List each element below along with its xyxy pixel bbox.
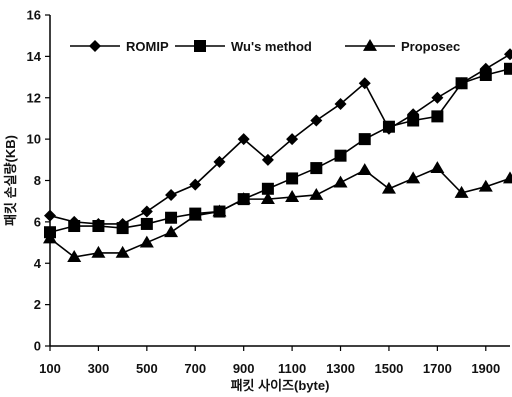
y-tick-label: 8 xyxy=(34,173,41,188)
plot-axes: 0 2 4 6 8 10 12 14 16 100 300 500 700 900 1100 1300 150… xyxy=(27,8,510,376)
data-point xyxy=(357,163,372,176)
series-triangle xyxy=(43,161,512,262)
legend-label: Wu's method xyxy=(231,39,312,54)
series-diamond xyxy=(44,48,512,230)
data-point xyxy=(116,222,129,235)
data-point xyxy=(261,182,274,195)
data-point xyxy=(381,181,396,194)
data-point xyxy=(504,48,512,61)
legend: ROMIP Wu's method Proposec xyxy=(70,39,460,54)
data-point xyxy=(139,235,154,248)
data-point xyxy=(478,179,493,192)
data-point xyxy=(334,97,347,110)
data-point xyxy=(333,175,348,188)
y-tick-label: 4 xyxy=(34,256,42,271)
data-point xyxy=(68,220,81,233)
data-point xyxy=(92,220,105,233)
data-point xyxy=(213,155,226,168)
x-tick-label: 1900 xyxy=(471,361,500,376)
x-tick-label: 1100 xyxy=(278,361,306,376)
data-point xyxy=(358,77,371,90)
legend-item: ROMIP xyxy=(70,39,169,54)
x-tick-label: 900 xyxy=(233,361,255,376)
data-point xyxy=(407,114,420,127)
data-point xyxy=(406,171,421,184)
data-point xyxy=(44,209,56,222)
data-point xyxy=(140,205,153,218)
y-tick-label: 10 xyxy=(27,132,41,147)
data-point xyxy=(165,211,178,224)
x-tick-label: 500 xyxy=(136,361,158,376)
legend-item: Wu's method xyxy=(175,39,312,54)
legend-marker xyxy=(363,39,377,51)
y-tick-group: 0 2 4 6 8 10 12 14 16 xyxy=(27,8,50,354)
data-point xyxy=(310,114,323,127)
x-tick-group: 100 300 500 700 900 1100 1300 1500 1700 1900 xyxy=(39,346,500,376)
data-point xyxy=(455,77,468,90)
data-point xyxy=(309,187,324,200)
data-point xyxy=(310,162,323,175)
data-point xyxy=(43,231,57,244)
x-tick-label: 1700 xyxy=(423,361,452,376)
data-point xyxy=(286,172,299,185)
x-tick-label: 100 xyxy=(39,361,61,376)
y-tick-label: 12 xyxy=(27,90,41,105)
x-tick-label: 1300 xyxy=(326,361,355,376)
data-point xyxy=(479,68,492,81)
data-point xyxy=(165,188,178,201)
data-point xyxy=(504,62,512,75)
data-point xyxy=(286,133,299,146)
data-point xyxy=(430,161,445,173)
data-point xyxy=(454,185,469,198)
series-layer xyxy=(43,48,512,262)
data-point xyxy=(164,225,179,238)
legend-marker xyxy=(89,40,101,52)
series-line xyxy=(49,53,511,225)
data-point xyxy=(189,178,202,191)
series-line xyxy=(49,167,511,258)
data-point xyxy=(431,110,444,123)
legend-label: ROMIP xyxy=(126,39,169,54)
data-point xyxy=(260,192,275,205)
y-tick-label: 6 xyxy=(34,214,41,229)
data-point xyxy=(140,217,153,230)
data-point xyxy=(382,120,395,133)
y-tick-label: 16 xyxy=(27,8,41,23)
data-point xyxy=(334,149,347,162)
data-point xyxy=(115,245,130,258)
data-point xyxy=(212,204,227,217)
data-point xyxy=(91,245,106,258)
x-tick-label: 700 xyxy=(184,361,206,376)
legend-item: Proposec xyxy=(345,39,460,54)
data-point xyxy=(431,91,444,104)
x-tick-label: 300 xyxy=(88,361,110,376)
legend-marker xyxy=(194,40,206,52)
y-axis-title: 패킷 손실량(KB) xyxy=(3,135,18,226)
data-point xyxy=(358,133,371,146)
y-tick-label: 0 xyxy=(34,339,41,354)
y-tick-label: 14 xyxy=(27,49,42,64)
data-point xyxy=(237,133,250,146)
x-axis-title: 패킷 사이즈(byte) xyxy=(231,378,330,393)
x-tick-label: 1500 xyxy=(374,361,403,376)
legend-label: Proposec xyxy=(401,39,460,54)
data-point xyxy=(188,208,203,221)
y-tick-label: 2 xyxy=(34,297,41,312)
data-point xyxy=(261,153,274,166)
data-point xyxy=(285,190,300,202)
data-point xyxy=(503,171,512,184)
data-point xyxy=(67,250,82,262)
data-point xyxy=(236,192,251,205)
